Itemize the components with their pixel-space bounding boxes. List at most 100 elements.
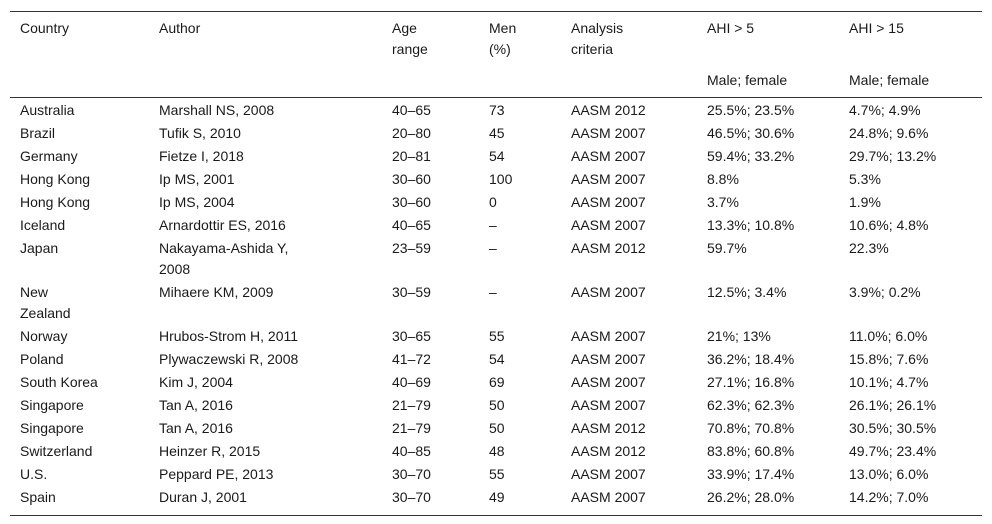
cell-text: 3.9%; 0.2% [849,283,921,300]
cell-text: Singapore [20,396,84,413]
table-cell: Male; female [849,70,982,98]
table-cell: Plywaczewski R, 2008 [159,348,392,371]
cell-text: Ip MS, 2001 [159,170,235,187]
table-cell: Mihaere KM, 2009 [159,281,392,325]
cell-text: Nakayama-Ashida Y, 2008 [159,239,289,277]
table-cell: 49 [489,486,571,516]
table-row: Brazil Tufik S, 2010 20–80 45 AASM 2007 46.5%… [10,122,982,145]
table-cell: Singapore [10,394,159,417]
cell-text: 40–65 [392,216,431,233]
table-cell: AASM 2007 [571,348,707,371]
table-cell: 54 [489,348,571,371]
table-cell: 55 [489,463,571,486]
table-header: Country Author Age range Men (%) Analysis cr… [10,12,982,98]
table-cell: 55 [489,325,571,348]
cell-text: 3.7% [707,193,739,210]
subheader-row: Male; female Male; female [10,70,982,98]
cell-text: Switzerland [20,442,93,459]
table-body: Australia Marshall NS, 2008 40–65 73 AASM 20… [10,98,982,516]
cell-text: 69 [489,373,505,390]
cell-text: 50 [489,396,505,413]
cell-text: Hrubos-Strom H, 2011 [159,327,299,344]
cell-text: AASM 2007 [571,488,646,505]
cell-text: AASM 2012 [571,101,646,118]
table-row: New Zealand Mihaere KM, 2009 30–59 – AASM 20… [10,281,982,325]
table-cell: 13.0%; 6.0% [849,463,982,486]
table-cell: Marshall NS, 2008 [159,98,392,122]
table-cell: 24.8%; 9.6% [849,122,982,145]
table-cell: Germany [10,145,159,168]
table-cell: 0 [489,191,571,214]
column-header: Age range [392,20,428,57]
table-cell: 40–85 [392,440,489,463]
cell-text: AASM 2007 [571,465,646,482]
cell-text: 30–65 [392,327,431,344]
table-cell: New Zealand [10,281,159,325]
table-cell: AHI > 5 [707,12,849,71]
table-cell: 83.8%; 60.8% [707,440,849,463]
table-row: Hong Kong Ip MS, 2001 30–60 100 AASM 2007 8.8… [10,168,982,191]
cell-text: 14.2%; 7.0% [849,488,929,505]
table-cell: Heinzer R, 2015 [159,440,392,463]
table-cell: 3.9%; 0.2% [849,281,982,325]
table-cell: 1.9% [849,191,982,214]
column-header: AHI > 5 [707,20,755,36]
table-cell: Duran J, 2001 [159,486,392,516]
table-cell: Men (%) [489,12,571,71]
table-cell: 13.3%; 10.8% [707,214,849,237]
table-cell: Author [159,12,392,71]
table-cell: Poland [10,348,159,371]
cell-text: Australia [20,101,75,118]
table-cell: 8.8% [707,168,849,191]
table-row: Singapore Tan A, 2016 21–79 50 AASM 2007 62.3… [10,394,982,417]
table-row: Singapore Tan A, 2016 21–79 50 AASM 2012 70.8… [10,417,982,440]
cell-text: 22.3% [849,239,889,256]
column-header: Men (%) [489,20,517,57]
table-cell: AASM 2007 [571,281,707,325]
cell-text: 83.8%; 60.8% [707,442,795,459]
table-row: Norway Hrubos-Strom H, 2011 30–65 55 AASM 20… [10,325,982,348]
cell-text: AASM 2012 [571,419,646,436]
cell-text: 40–85 [392,442,431,459]
cell-text: 55 [489,465,505,482]
cell-text: Marshall NS, 2008 [159,101,275,118]
table-cell: South Korea [10,371,159,394]
cell-text: 45 [489,124,505,141]
table-cell: 30–60 [392,168,489,191]
cell-text: 8.8% [707,170,739,187]
table-cell: Hrubos-Strom H, 2011 [159,325,392,348]
cell-text: 15.8%; 7.6% [849,350,929,367]
table-cell: 54 [489,145,571,168]
cell-text: Heinzer R, 2015 [159,442,261,459]
cell-text: 100 [489,170,513,187]
cell-text: 27.1%; 16.8% [707,373,795,390]
table-cell: 73 [489,98,571,122]
cell-text: Singapore [20,419,84,436]
table-cell: 46.5%; 30.6% [707,122,849,145]
table-cell: 59.4%; 33.2% [707,145,849,168]
table-cell: Tan A, 2016 [159,417,392,440]
table-cell: Kim J, 2004 [159,371,392,394]
cell-text: 29.7%; 13.2% [849,147,937,164]
table-cell: AASM 2012 [571,440,707,463]
cell-text: AASM 2007 [571,124,646,141]
cell-text: 30.5%; 30.5% [849,419,937,436]
table-cell: AASM 2007 [571,371,707,394]
table-cell: Australia [10,98,159,122]
cell-text: 20–81 [392,147,431,164]
table-cell: Peppard PE, 2013 [159,463,392,486]
cell-text: 50 [489,419,505,436]
cell-text: 5.3% [849,170,881,187]
cell-text: New Zealand [20,283,71,321]
table-cell: Fietze I, 2018 [159,145,392,168]
table-cell: 50 [489,417,571,440]
cell-text: 59.4%; 33.2% [707,147,795,164]
table-cell: 69 [489,371,571,394]
table-cell: 23–59 [392,237,489,281]
cell-text: U.S. [20,465,48,482]
table-cell [159,70,392,98]
table-cell: 20–80 [392,122,489,145]
cell-text: 12.5%; 3.4% [707,283,787,300]
table-cell: 40–69 [392,371,489,394]
table-cell: 26.1%; 26.1% [849,394,982,417]
